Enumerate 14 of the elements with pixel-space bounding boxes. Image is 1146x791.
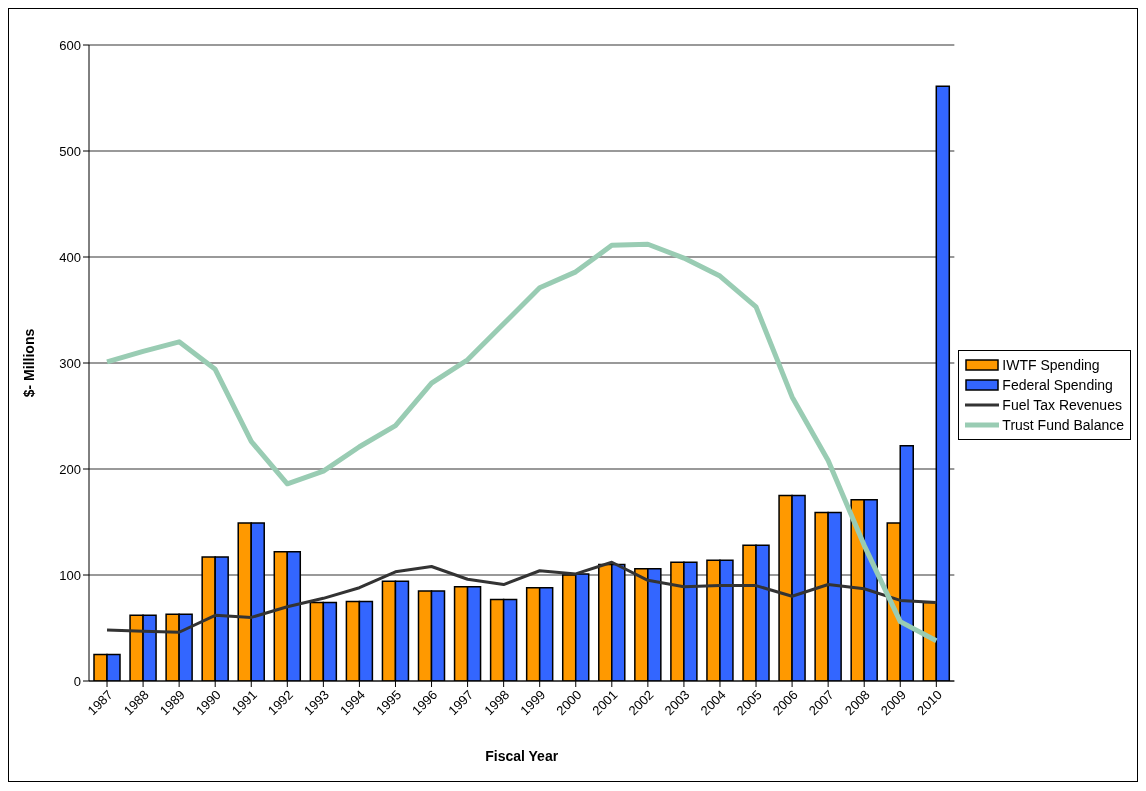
legend-label: Fuel Tax Revenues: [1002, 396, 1122, 415]
y-tick-label: 300: [59, 355, 81, 371]
legend-label: IWTF Spending: [1002, 356, 1100, 375]
legend-label: Trust Fund Balance: [1002, 416, 1124, 435]
x-axis-title: Fiscal Year: [485, 748, 559, 764]
y-tick-label: 600: [59, 37, 81, 53]
y-tick-label: 500: [59, 143, 81, 159]
y-tick-label: 400: [59, 249, 81, 265]
y-tick-label: 100: [59, 567, 81, 583]
y-tick-label: 200: [59, 461, 81, 477]
y-axis-title: $- Millions: [20, 328, 37, 398]
y-tick-label: 0: [73, 673, 81, 689]
legend-label: Federal Spending: [1002, 376, 1113, 395]
line-series: [105, 560, 938, 634]
